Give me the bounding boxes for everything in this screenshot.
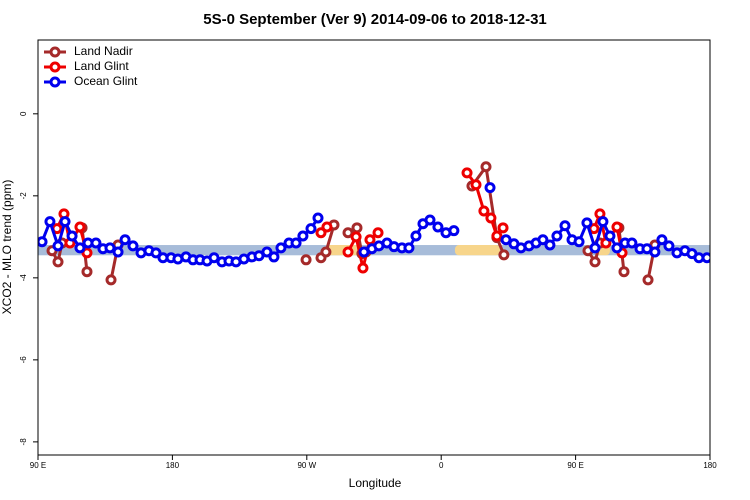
point [491, 230, 503, 242]
point [52, 256, 64, 268]
point [642, 274, 654, 286]
point [604, 230, 616, 242]
point [275, 242, 287, 254]
point [208, 252, 220, 264]
point [500, 234, 512, 246]
plot-frame [37, 39, 711, 456]
legend-label: Ocean Glint [74, 74, 138, 88]
point [611, 221, 623, 233]
point [597, 216, 609, 228]
point [372, 227, 384, 239]
point [350, 231, 362, 243]
point [119, 234, 131, 246]
point [81, 247, 93, 259]
point [44, 216, 56, 228]
legend-label: Land Glint [74, 59, 129, 73]
point [589, 242, 601, 254]
point [663, 240, 675, 252]
legend-marker [49, 76, 61, 88]
point [656, 234, 668, 246]
point [485, 212, 497, 224]
point [537, 234, 549, 246]
x-axis-label: Longitude [349, 476, 402, 490]
x-tick-label: 180 [703, 461, 717, 470]
point [59, 216, 71, 228]
point [261, 246, 273, 258]
point [424, 214, 436, 226]
point [364, 234, 376, 246]
y-tick-label: 0 [19, 111, 28, 116]
y-tick-label: -4 [19, 274, 28, 282]
point [342, 246, 354, 258]
point [649, 246, 661, 258]
point [150, 247, 162, 259]
point [461, 167, 473, 179]
point [320, 246, 332, 258]
point [544, 239, 556, 251]
x-tick-label: 0 [439, 461, 444, 470]
point [74, 221, 86, 233]
point [701, 252, 710, 264]
point [81, 266, 93, 278]
point [470, 179, 482, 191]
point [52, 240, 64, 252]
point [403, 242, 415, 254]
point [66, 230, 78, 242]
point [559, 220, 571, 232]
point [551, 230, 563, 242]
y-axis-label: XCO2 - MLO trend (ppm) [0, 180, 14, 315]
point [105, 274, 117, 286]
point [112, 246, 124, 258]
point [74, 242, 86, 254]
point [589, 256, 601, 268]
point [484, 182, 496, 194]
y-tick-label: -2 [19, 192, 28, 200]
point [297, 230, 309, 242]
point [357, 262, 369, 274]
point [478, 205, 490, 217]
x-tick-label: 180 [166, 461, 180, 470]
y-tick-label: -6 [19, 356, 28, 364]
point [312, 212, 324, 224]
point [581, 217, 593, 229]
point [321, 221, 333, 233]
x-tick-label: 90 E [567, 461, 583, 470]
point [410, 230, 422, 242]
point [480, 161, 492, 173]
y-tick-label: -8 [19, 438, 28, 446]
legend-marker [49, 61, 61, 73]
point [38, 236, 48, 248]
point [611, 242, 623, 254]
legend-label: Land Nadir [74, 44, 133, 58]
point [268, 251, 280, 263]
point [342, 227, 354, 239]
point [300, 254, 312, 266]
point [573, 236, 585, 248]
point [626, 237, 638, 249]
x-tick-label: 90 W [297, 461, 316, 470]
point [351, 222, 363, 234]
point [305, 223, 317, 235]
chart-title: 5S-0 September (Ver 9) 2014-09-06 to 201… [203, 11, 547, 28]
point [90, 237, 102, 249]
point [290, 237, 302, 249]
point [497, 222, 509, 234]
point [104, 242, 116, 254]
point [498, 249, 510, 261]
point [127, 240, 139, 252]
plot [38, 161, 710, 286]
band-highlight [454, 245, 501, 256]
legend-marker [49, 46, 61, 58]
point [432, 221, 444, 233]
point [448, 225, 460, 237]
point [618, 266, 630, 278]
x-tick-label: 90 E [30, 461, 46, 470]
